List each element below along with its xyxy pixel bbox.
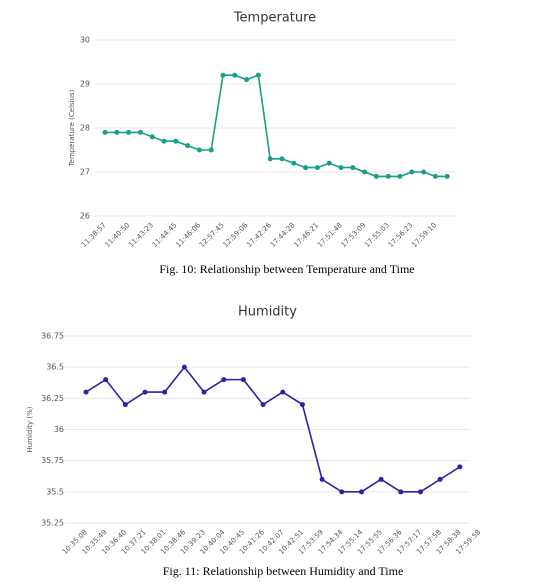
- x-tick-label: 17:59:10: [410, 221, 438, 249]
- y-tick-label: 26: [80, 212, 90, 221]
- data-point: [319, 476, 325, 482]
- data-point: [255, 72, 261, 78]
- data-point: [240, 377, 246, 383]
- data-point: [373, 173, 379, 179]
- y-tick-label: 36: [54, 425, 64, 434]
- data-point: [291, 160, 297, 166]
- data-point: [122, 402, 128, 408]
- data-point: [457, 464, 463, 470]
- data-point: [173, 138, 179, 144]
- y-tick-label: 35.25: [41, 519, 64, 528]
- data-point: [378, 476, 384, 482]
- data-point: [437, 476, 443, 482]
- data-point: [432, 173, 438, 179]
- data-point: [142, 389, 148, 395]
- data-point: [397, 173, 403, 179]
- y-tick-label: 36.75: [41, 332, 64, 341]
- data-point: [208, 147, 214, 153]
- data-point: [185, 143, 191, 149]
- data-point: [444, 173, 450, 179]
- data-point: [244, 77, 250, 83]
- data-point: [326, 160, 332, 166]
- data-point: [83, 389, 89, 395]
- data-point: [362, 169, 368, 175]
- y-tick-label: 35.5: [46, 487, 64, 496]
- data-point: [103, 377, 109, 383]
- y-tick-label: 36.25: [41, 394, 64, 403]
- data-point: [314, 165, 320, 171]
- data-point: [299, 402, 305, 408]
- y-tick-label: 36.5: [46, 363, 64, 372]
- data-point: [279, 156, 285, 162]
- data-point: [350, 165, 356, 171]
- data-point: [162, 389, 168, 395]
- data-point: [181, 364, 187, 370]
- data-point: [114, 129, 120, 135]
- data-point: [267, 156, 273, 162]
- y-axis-label: Temperature (Celsius): [68, 89, 76, 167]
- data-point: [385, 173, 391, 179]
- data-point: [149, 134, 155, 140]
- figure-caption: Fig. 10: Relationship between Temperatur…: [159, 262, 414, 276]
- data-point: [339, 489, 345, 495]
- y-tick-label: 30: [80, 36, 90, 45]
- chart-title: Temperature: [233, 11, 316, 26]
- y-tick-label: 28: [80, 124, 90, 133]
- data-point: [161, 138, 167, 144]
- data-point: [398, 489, 404, 495]
- data-point: [358, 489, 364, 495]
- data-line: [105, 74, 448, 178]
- y-tick-label: 27: [80, 168, 90, 177]
- data-point: [102, 129, 108, 135]
- data-point: [126, 129, 132, 135]
- data-point: [280, 389, 286, 395]
- data-point: [221, 377, 227, 383]
- y-axis-label: Humidity (%): [26, 406, 34, 452]
- data-point: [338, 165, 344, 171]
- data-point: [220, 72, 226, 78]
- data-point: [232, 72, 238, 78]
- data-point: [303, 165, 309, 171]
- data-point: [409, 169, 415, 175]
- y-tick-label: 35.75: [41, 456, 64, 465]
- chart-title: Humidity: [238, 305, 297, 320]
- data-point: [196, 147, 202, 153]
- data-point: [260, 402, 266, 408]
- data-point: [417, 489, 423, 495]
- data-point: [421, 169, 427, 175]
- data-point: [201, 389, 207, 395]
- data-point: [137, 129, 143, 135]
- y-tick-label: 29: [80, 80, 90, 89]
- data-line: [85, 365, 461, 493]
- figure-caption: Fig. 11: Relationship between Humidity a…: [163, 564, 404, 578]
